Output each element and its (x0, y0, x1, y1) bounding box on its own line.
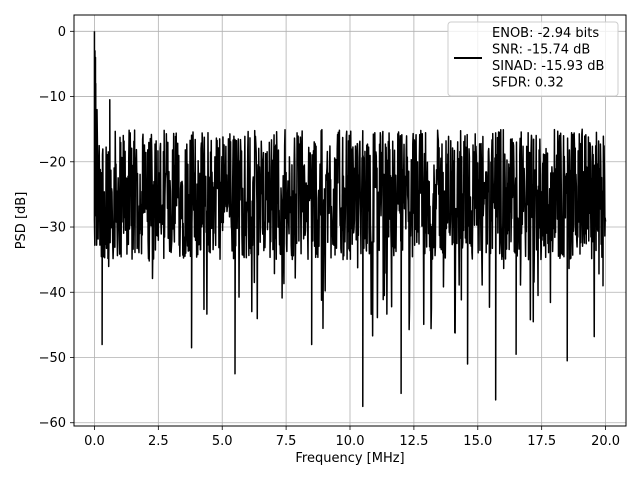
y-tick-label: −20 (39, 155, 66, 170)
legend-line-snr: SNR: -15.74 dB (492, 43, 590, 58)
x-tick-label: 2.5 (148, 434, 169, 449)
y-tick-label: −30 (39, 221, 66, 236)
x-tick-label: 15.0 (463, 434, 492, 449)
plot-area (93, 31, 607, 408)
x-tick-label: 0.0 (84, 434, 105, 449)
y-tick-label: −10 (39, 90, 66, 105)
psd-series-line (93, 31, 607, 408)
x-tick-label: 10.0 (336, 434, 365, 449)
legend: ENOB: -2.94 bits SNR: -15.74 dB SINAD: -… (447, 21, 619, 97)
x-tick-label: 20.0 (591, 434, 620, 449)
y-tick-label: 0 (58, 25, 66, 40)
legend-box (447, 21, 619, 97)
legend-line-sfdr: SFDR: 0.32 (492, 76, 564, 91)
legend-line-sinad: SINAD: -15.93 dB (492, 59, 604, 74)
x-tick-label: 12.5 (399, 434, 428, 449)
y-tick-label: −40 (39, 286, 66, 301)
y-axis-label: PSD [dB] (14, 192, 29, 250)
x-axis-label: Frequency [MHz] (295, 451, 404, 466)
x-tick-label: 5.0 (212, 434, 233, 449)
x-tick-label: 7.5 (276, 434, 297, 449)
y-tick-label: −60 (39, 416, 66, 431)
legend-line-enob: ENOB: -2.94 bits (492, 26, 599, 41)
y-tick-label: −50 (39, 351, 66, 366)
ticks: 0.0 2.5 5.0 7.5 10.0 12.5 15.0 17.5 20.0 0 −10 −20 −… (39, 25, 620, 449)
x-tick-label: 17.5 (527, 434, 556, 449)
